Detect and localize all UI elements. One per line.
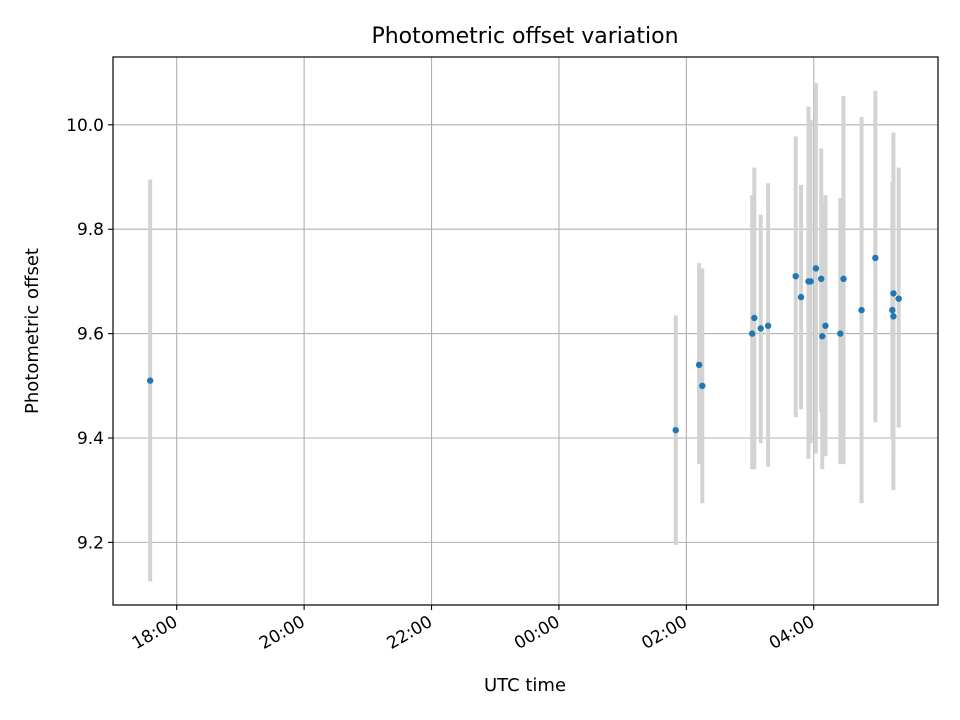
data-point	[890, 290, 897, 297]
y-tick-label: 9.6	[77, 325, 104, 345]
x-axis-label: UTC time	[484, 675, 566, 696]
data-point	[146, 377, 154, 384]
data-point	[837, 330, 844, 337]
data-point	[764, 322, 772, 329]
data-point	[695, 361, 703, 369]
y-tick-label: 10.0	[66, 116, 104, 136]
data-point	[889, 306, 896, 314]
data-point	[890, 313, 897, 320]
y-tick-label: 9.4	[77, 429, 104, 449]
data-point	[672, 426, 679, 434]
data-points	[146, 254, 902, 434]
data-point	[822, 322, 829, 329]
data-point	[872, 254, 879, 262]
data-point	[792, 273, 799, 280]
data-point	[748, 330, 756, 337]
data-point	[807, 278, 814, 285]
data-point	[797, 293, 805, 301]
y-tick-label: 9.8	[77, 220, 104, 240]
data-point	[819, 333, 826, 340]
data-point	[818, 275, 825, 283]
data-point	[812, 265, 820, 272]
y-tick-label: 9.2	[77, 533, 104, 553]
data-point	[699, 382, 706, 389]
y-axis-ticks: 9.2 9.4 9.6 9.8 10.0	[66, 116, 113, 553]
data-point	[858, 306, 865, 314]
y-axis-label: Photometric offset	[22, 248, 43, 414]
chart-title: Photometric offset variation	[371, 24, 678, 49]
data-point	[751, 314, 758, 322]
data-point	[895, 295, 902, 302]
data-point	[840, 275, 847, 283]
data-point	[757, 325, 764, 332]
plot-frame	[112, 56, 939, 606]
